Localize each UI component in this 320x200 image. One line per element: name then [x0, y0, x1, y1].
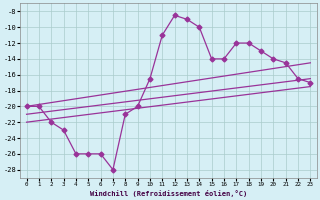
X-axis label: Windchill (Refroidissement éolien,°C): Windchill (Refroidissement éolien,°C) — [90, 190, 247, 197]
